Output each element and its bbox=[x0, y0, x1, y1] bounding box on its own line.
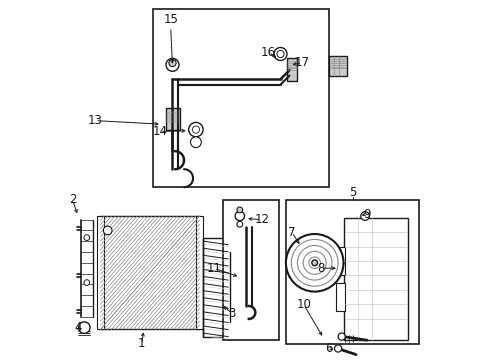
Circle shape bbox=[273, 48, 286, 60]
Bar bbox=[166, 108, 180, 130]
Bar bbox=[152, 9, 328, 187]
Circle shape bbox=[84, 280, 89, 285]
Text: 5: 5 bbox=[348, 186, 355, 199]
Circle shape bbox=[276, 50, 284, 58]
Circle shape bbox=[360, 212, 368, 220]
Bar bbox=[101, 216, 199, 329]
Bar bbox=[286, 58, 296, 81]
Bar bbox=[97, 216, 104, 329]
Text: 15: 15 bbox=[163, 13, 178, 26]
Circle shape bbox=[166, 58, 179, 71]
Bar bbox=[196, 216, 203, 329]
Bar bbox=[336, 283, 345, 311]
Circle shape bbox=[84, 235, 89, 240]
Text: 8: 8 bbox=[317, 262, 324, 275]
Text: 14: 14 bbox=[152, 125, 167, 138]
Bar bbox=[203, 238, 230, 337]
Circle shape bbox=[192, 126, 199, 133]
Circle shape bbox=[190, 137, 201, 148]
Text: 13: 13 bbox=[87, 114, 102, 127]
Text: 6: 6 bbox=[325, 342, 332, 355]
Circle shape bbox=[337, 333, 345, 340]
Circle shape bbox=[237, 221, 242, 227]
Text: 16: 16 bbox=[261, 46, 276, 59]
Text: 3: 3 bbox=[228, 307, 235, 320]
Circle shape bbox=[334, 345, 341, 352]
Text: 17: 17 bbox=[294, 57, 309, 69]
Text: 11: 11 bbox=[206, 262, 221, 275]
Bar bbox=[336, 247, 345, 275]
Text: 9: 9 bbox=[363, 208, 370, 221]
Text: 1: 1 bbox=[138, 337, 145, 350]
Circle shape bbox=[235, 211, 244, 221]
Text: 10: 10 bbox=[296, 298, 311, 311]
Text: 7: 7 bbox=[288, 226, 295, 239]
Bar bbox=[285, 200, 418, 344]
Bar bbox=[343, 218, 407, 340]
Text: 12: 12 bbox=[254, 213, 269, 226]
Text: 2: 2 bbox=[68, 193, 76, 206]
Circle shape bbox=[188, 122, 203, 137]
Circle shape bbox=[237, 207, 242, 213]
Bar bbox=[223, 200, 278, 340]
Circle shape bbox=[103, 226, 112, 235]
Circle shape bbox=[285, 234, 343, 292]
Circle shape bbox=[311, 260, 317, 266]
Bar bbox=[328, 56, 346, 76]
Circle shape bbox=[79, 322, 90, 333]
Circle shape bbox=[168, 59, 176, 67]
Text: 4: 4 bbox=[74, 321, 81, 334]
